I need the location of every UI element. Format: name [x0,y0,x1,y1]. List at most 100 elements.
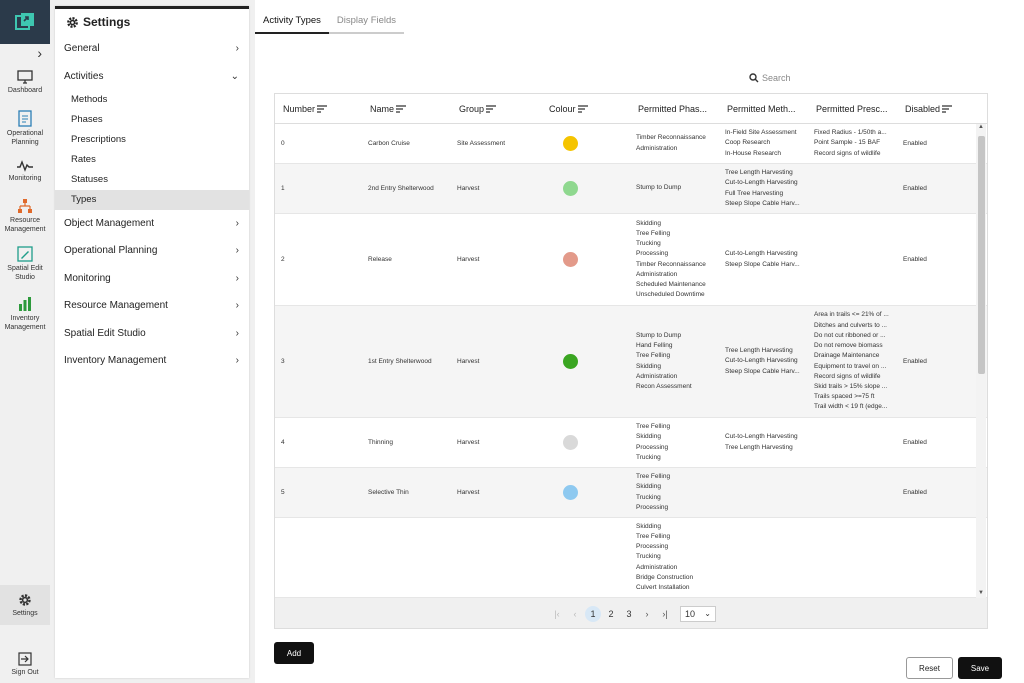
rail-item-inventory-management[interactable]: Inventory Management [0,296,50,332]
rail-label: Inventory [10,315,40,322]
nav-section-inventory-management[interactable]: Inventory Management › [55,347,249,374]
expand-rail-button[interactable]: › [0,44,50,62]
nav-section-operational-planning[interactable]: Operational Planning › [55,237,249,264]
nav-section-label: General [64,43,100,55]
table-row[interactable]: 5 Selective Thin Harvest Tree Felling Skiddi… [275,468,987,518]
scroll-up-icon[interactable]: ▲ [978,124,984,130]
vertical-scrollbar[interactable]: ▲ ▼ [976,124,986,598]
table-row[interactable]: 4 Thinning Harvest Tree Felling Skidding Proc… [275,418,987,468]
nav-item-statuses[interactable]: Statuses [71,174,108,186]
table-row[interactable]: 1 2nd Entry Shelterwood Harvest Stump to Du… [275,164,987,214]
column-header[interactable]: Name [362,94,451,124]
nav-item-prescriptions[interactable]: Prescriptions [71,134,126,146]
nav-section-activities[interactable]: Activities ⌄ [55,62,249,89]
table-cell-group [451,518,541,597]
cell-line: Trucking [636,240,661,248]
page-button[interactable]: 3 [626,608,632,619]
settings-panel: Settings General › Activities ⌄ Methods Ph… [55,6,249,678]
sort-icon[interactable] [486,105,497,113]
settings-panel-header: Settings [55,9,249,35]
column-header[interactable]: Group [451,94,541,124]
first-page-icon[interactable]: |‹ [554,608,560,619]
table-cell-name: Release [362,214,451,305]
table-row[interactable]: 2 Release Harvest Skidding Tree Felling Truck… [275,214,987,306]
chevron-right-icon: › [235,245,239,257]
column-header[interactable]: Disabled [897,94,986,124]
signout-button[interactable]: Sign Out [0,652,50,677]
nav-item-methods[interactable]: Methods [71,94,108,106]
rail-item-resource-management[interactable]: Resource Management [0,198,50,234]
page-button[interactable]: 1 [585,605,601,622]
table-cell-disabled [897,518,986,597]
table-row[interactable]: 3 1st Entry Shelterwood Harvest Stump to Du… [275,306,987,418]
table-cell-colour [541,468,630,517]
add-button[interactable]: Add [274,642,314,664]
rail-label: Management [4,324,46,331]
nav-section-resource-management[interactable]: Resource Management › [55,292,249,319]
cell-text: Harvest [457,489,480,496]
sort-icon[interactable] [942,105,953,113]
cell-line: Administration [636,563,678,571]
colour-swatch[interactable] [563,354,578,369]
column-header[interactable]: Permitted Meth... [719,94,808,124]
table-cell-name: 1st Entry Shelterwood [362,306,451,417]
table-cell-methods: Cut-to-Length Harvesting Steep Slope Cabl… [719,214,808,305]
column-header[interactable]: Number [275,94,362,124]
search-input[interactable]: Search [762,73,791,83]
rail-item-operational-planning[interactable]: Operational Planning [0,109,50,147]
table-cell-name [362,518,451,597]
rail-item-settings[interactable]: Settings [0,585,50,625]
column-header[interactable]: Permitted Presc... [808,94,897,124]
table-cell-number [275,518,362,597]
nav-section-spatial-edit-studio[interactable]: Spatial Edit Studio › [55,319,249,346]
nav-item-phases[interactable]: Phases [71,114,103,126]
scroll-down-icon[interactable]: ▼ [978,590,984,596]
rail-label: Planning [11,139,39,146]
cell-line: Tree Length Harvesting [725,443,793,451]
tab-activity-types[interactable]: Activity Types [255,8,329,34]
prev-page-icon[interactable]: ‹ [573,608,577,619]
save-button[interactable]: Save [958,657,1002,679]
sort-icon[interactable] [577,105,588,113]
main-content: Activity Types Display Fields Search Num… [255,0,1024,683]
nav-section-label: Operational Planning [64,245,158,257]
search-box[interactable]: Search [749,73,791,83]
rail-item-spatial-edit-studio[interactable]: Spatial Edit Studio [0,246,50,282]
next-page-icon[interactable]: › [645,608,649,619]
chevron-down-icon: ⌄ [230,70,239,82]
sort-icon[interactable] [396,105,407,113]
last-page-icon[interactable]: ›| [662,608,668,619]
nav-section-monitoring[interactable]: Monitoring › [55,265,249,292]
nav-item-rates[interactable]: Rates [71,154,96,166]
page-button[interactable]: 2 [608,608,614,619]
rail-item-monitoring[interactable]: Monitoring [0,160,50,183]
column-header[interactable]: Permitted Phas... [630,94,719,124]
colour-swatch[interactable] [563,252,578,267]
colour-swatch[interactable] [563,136,578,151]
tab-display-fields[interactable]: Display Fields [328,8,405,34]
nav-section-label: Object Management [64,217,155,229]
nav-section-object-management[interactable]: Object Management › [55,210,249,237]
column-header[interactable]: Colour [541,94,630,124]
table-row[interactable]: Skidding Tree Felling Processing Trucking Ad… [275,518,987,598]
table-cell-number: 4 [275,418,362,467]
cell-line: Cut-to-Length Harvesting [725,357,798,365]
colour-swatch[interactable] [563,181,578,196]
cell-line: Steep Slope Cable Harv... [725,367,800,375]
scrollbar-thumb[interactable] [978,136,985,374]
colour-swatch[interactable] [563,435,578,450]
table-cell-disabled: Enabled [897,164,986,213]
nav-item-types[interactable]: Types [55,189,249,210]
pagination: |‹ ‹ 1 2 3 › ›| 10 ⌄ [275,598,987,628]
reset-button[interactable]: Reset [906,657,953,679]
rail-item-dashboard[interactable]: Dashboard [0,70,50,95]
table-cell-number: 1 [275,164,362,213]
table-row[interactable]: 0 Carbon Cruise Site Assessment Timber Reco… [275,124,987,164]
colour-swatch[interactable] [563,485,578,500]
nav-section-general[interactable]: General › [55,35,249,62]
cell-line: Cut-to-Length Harvesting [725,179,798,187]
sort-icon[interactable] [317,105,328,113]
app-logo-icon[interactable] [0,0,50,44]
page-size-select[interactable]: 10 ⌄ [680,605,716,622]
cell-text: Site Assessment [457,140,506,147]
